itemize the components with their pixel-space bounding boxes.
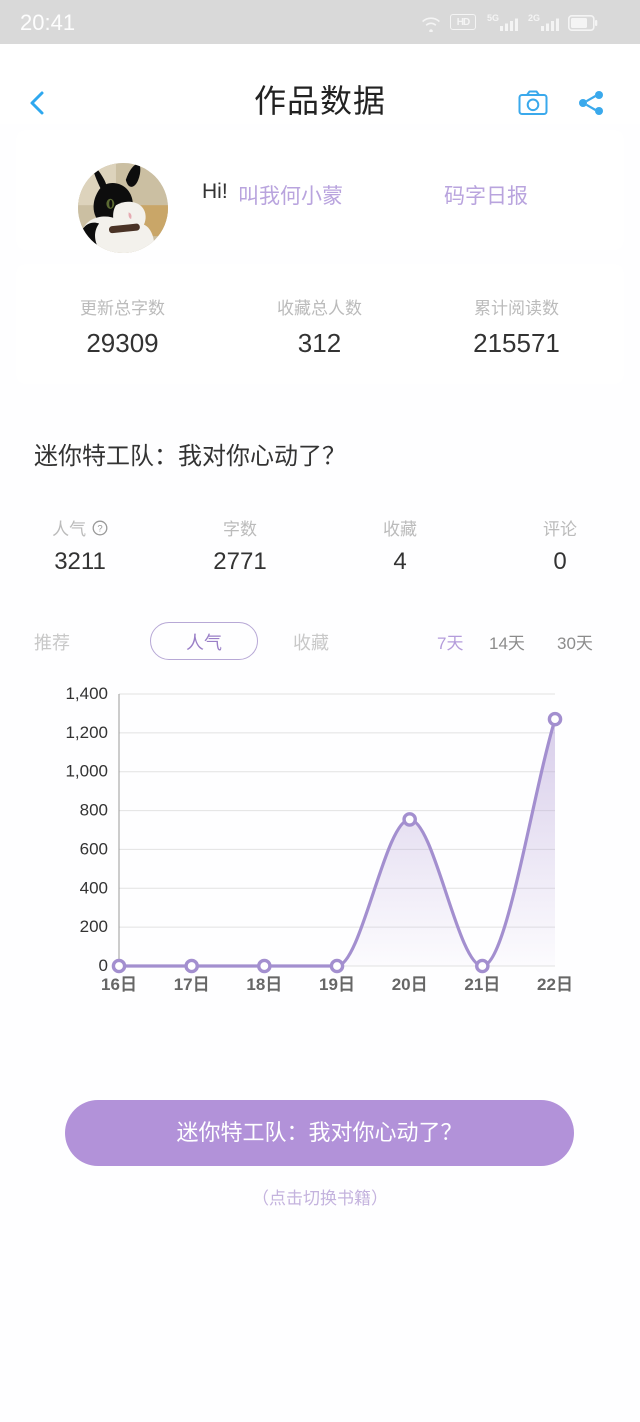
svg-text:19日: 19日 [319,975,355,994]
svg-text:400: 400 [80,878,108,897]
svg-text:16日: 16日 [101,975,137,994]
svg-text:600: 600 [80,839,108,858]
svg-text:?: ? [97,524,102,535]
svg-text:17日: 17日 [174,975,210,994]
svg-text:1,400: 1,400 [65,684,108,703]
svg-text:21日: 21日 [464,975,500,994]
svg-text:200: 200 [80,917,108,936]
svg-text:20日: 20日 [392,975,428,994]
svg-text:1,000: 1,000 [65,762,108,781]
svg-text:1,200: 1,200 [65,723,108,742]
svg-text:0: 0 [99,956,108,975]
svg-text:22日: 22日 [537,975,573,994]
svg-text:800: 800 [80,801,108,820]
svg-text:18日: 18日 [246,975,282,994]
